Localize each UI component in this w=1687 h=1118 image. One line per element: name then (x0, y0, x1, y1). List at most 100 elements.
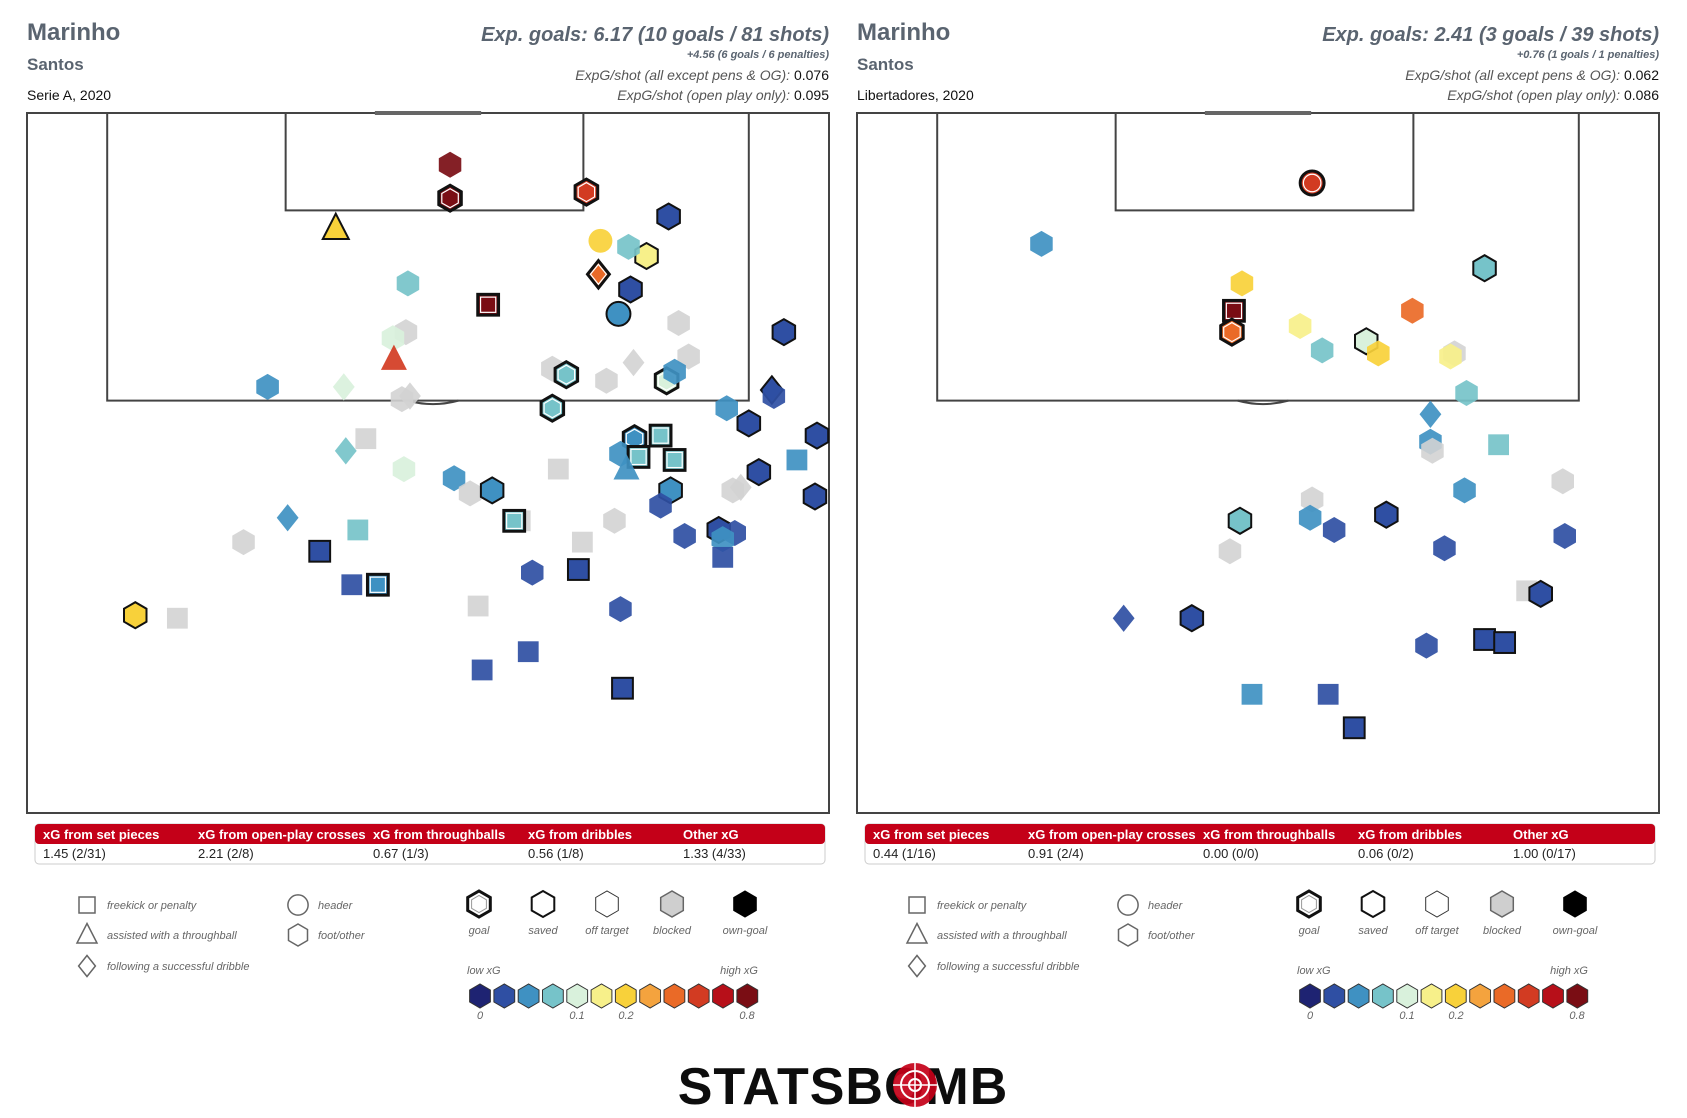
player-name: Marinho (857, 19, 950, 46)
shot-marker (746, 457, 772, 487)
color-scale-swatch (542, 983, 564, 1009)
shot-marker (1455, 380, 1478, 406)
xg-per-shot-open-play: ExpG/shot (open play only): 0.095 (617, 87, 829, 103)
goal-ring (1225, 302, 1243, 320)
goal-ring (630, 448, 647, 466)
shot-marker (1179, 604, 1205, 633)
shot-marker (276, 504, 299, 532)
table-cell: 1.33 (4/33) (683, 846, 746, 861)
shot-marker (1241, 683, 1263, 705)
shot-marker (476, 292, 501, 317)
goal-ring (479, 296, 497, 313)
shot-marker (1488, 434, 1509, 456)
shot-marker (1112, 604, 1135, 632)
xg-summary: Exp. goals: 6.17 (10 goals / 81 shots) (481, 24, 829, 46)
goal-ring (652, 427, 669, 444)
table-header: xG from set pieces (43, 827, 159, 842)
shot-marker (595, 367, 618, 394)
panel-libertadores: Marinho Santos Libertadores, 2020 Exp. goal… (856, 19, 1660, 1022)
shot-marker (1322, 517, 1346, 543)
xg-summary: Exp. goals: 2.41 (3 goals / 39 shots) (1322, 24, 1659, 46)
shot-marker (1227, 506, 1253, 535)
high-xg-label: high xG (720, 965, 758, 977)
color-scale-swatch (639, 983, 661, 1009)
shot-marker (605, 300, 632, 327)
legend-label: freekick or penalty (937, 900, 1028, 912)
xg-per-shot: ExpG/shot (all except pens & OG): 0.062 (1405, 67, 1659, 83)
shot-marker (715, 395, 738, 422)
table-cell: 2.21 (2/8) (198, 846, 254, 861)
legend-outcome-label: goal (469, 925, 490, 937)
scale-tick: 0.2 (1448, 1010, 1463, 1022)
penalty-arc (1237, 399, 1289, 405)
legend-label: assisted with a throughball (937, 930, 1067, 942)
competition-label: Libertadores, 2020 (857, 87, 974, 103)
shot-marker (502, 508, 527, 533)
shot-marker (729, 473, 752, 501)
shot-marker (1300, 486, 1324, 513)
statsbomb-logo: STATSBOMB (678, 1058, 1008, 1116)
color-scale-swatch (1323, 983, 1346, 1009)
table-cell: 0.56 (1/8) (528, 846, 584, 861)
legend-outcome-3 (1489, 890, 1515, 918)
shots (123, 151, 880, 700)
legend-outcome-label: goal (1299, 925, 1320, 937)
legend-outcome-label: saved (1358, 925, 1388, 937)
shot-marker (622, 348, 645, 377)
table-header-bar (865, 824, 1655, 844)
legend-outcome-3 (659, 890, 685, 918)
table-header: xG from dribbles (1358, 827, 1462, 842)
scale-tick: 0.8 (739, 1010, 755, 1022)
legend-outcome-0 (466, 889, 492, 919)
color-scale-swatch (469, 983, 491, 1009)
table-cell: 0.06 (0/2) (1358, 846, 1414, 861)
team-name: Santos (857, 55, 914, 74)
table-cell: 0.67 (1/3) (373, 846, 429, 861)
color-scale-swatch (1566, 983, 1589, 1009)
legend-label: header (1148, 900, 1184, 912)
shot-marker (1421, 437, 1444, 464)
legend-shape-diamond (77, 954, 97, 978)
shot-marker (648, 423, 673, 448)
legend-label: freekick or penalty (107, 900, 198, 912)
shot-marker (380, 344, 407, 370)
color-scale-swatch (1469, 983, 1491, 1009)
table-cell: 0.00 (0/0) (1203, 846, 1259, 861)
pitch-outline (26, 112, 830, 814)
color-scale-swatch (663, 983, 686, 1009)
goal-ring (1223, 321, 1241, 343)
shot-marker (802, 482, 828, 511)
shot-marker (365, 572, 390, 597)
shot-marker (712, 546, 734, 568)
shot-marker (1453, 477, 1476, 504)
shots (1030, 169, 1576, 740)
shot-marker (626, 445, 651, 469)
legend-shape-tri (75, 921, 99, 944)
shot-marker (613, 454, 640, 480)
color-scale-swatch (1517, 983, 1540, 1009)
scale-tick: 0.8 (1569, 1010, 1585, 1022)
legend-outcome-2 (1425, 890, 1449, 918)
shot-marker (1439, 343, 1462, 370)
shot-marker (617, 233, 640, 260)
legend-label: following a successful dribble (107, 961, 249, 973)
shot-marker (332, 373, 355, 401)
shot-marker (1415, 632, 1438, 659)
goal-ring (506, 512, 523, 530)
goal-ring (557, 364, 576, 385)
table-cell: 1.00 (0/17) (1513, 846, 1576, 861)
legend-shape-square (78, 896, 96, 914)
table-header: xG from open-play crosses (1028, 827, 1196, 842)
penalty-summary: +0.76 (1 goals / 1 penalties) (1517, 49, 1659, 61)
shot-marker (585, 258, 612, 291)
shot-marker (471, 659, 493, 681)
shot-marker (762, 383, 786, 409)
table-header: xG from throughballs (1203, 827, 1335, 842)
color-scale-swatch (1493, 983, 1516, 1009)
color-scale-swatch (1299, 983, 1321, 1009)
legend-label: following a successful dribble (937, 961, 1079, 973)
shot-marker (381, 325, 405, 352)
shot-marker (396, 270, 420, 297)
pitch (26, 111, 830, 814)
